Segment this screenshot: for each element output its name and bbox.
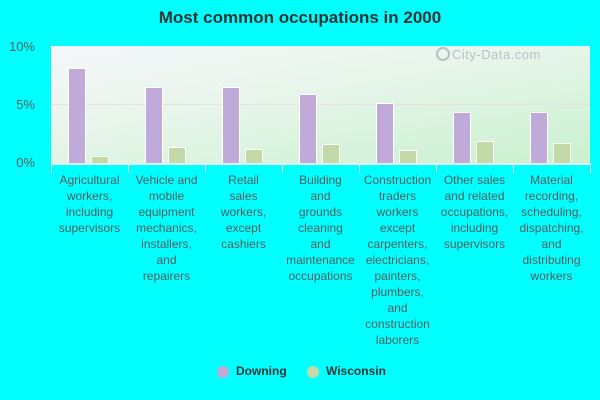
gridline-5 [51,104,590,105]
bar-downing-1[interactable] [145,86,163,163]
x-tick-divider [590,163,591,173]
x-label-2: Retail sales workers, except cashiers [220,173,267,251]
x-tick-divider [513,163,514,173]
watermark: City-Data.com [436,47,541,62]
x-label-1: Vehicle and mobile equipment mechanics, inst… [135,173,198,283]
y-tick-10: 10% [8,39,35,54]
chart-title: Most common occupations in 2000 [158,8,442,27]
y-tick-0: 0% [16,155,35,170]
plot-area: City-Data.com [51,46,590,163]
bar-wisconsin-6[interactable] [553,143,571,163]
bar-wisconsin-0[interactable] [91,155,109,163]
bar-downing-4[interactable] [376,103,394,163]
x-tick-divider [128,163,129,173]
x-tick-divider [282,163,283,173]
legend-label-downing: Downing [236,364,287,378]
x-tick-divider [51,163,52,173]
bar-downing-3[interactable] [299,93,317,163]
bar-downing-6[interactable] [530,111,548,163]
bar-downing-2[interactable] [222,86,240,163]
x-tick-divider [359,163,360,173]
bar-wisconsin-3[interactable] [322,144,340,163]
bar-wisconsin-5[interactable] [476,140,494,163]
x-tick-divider [205,163,206,173]
magnifier-icon [436,47,450,61]
x-label-4: Construction traders workers except carpente… [363,173,432,347]
x-tick-divider [436,163,437,173]
bar-downing-5[interactable] [453,111,471,163]
legend-dot-downing [217,366,229,378]
x-axis [51,163,590,165]
legend-label-wisconsin: Wisconsin [326,364,386,378]
legend-dot-wisconsin [307,366,319,378]
y-tick-5: 5% [16,97,35,112]
bar-wisconsin-4[interactable] [399,150,417,163]
bar-downing-0[interactable] [68,68,86,163]
bar-wisconsin-1[interactable] [168,146,186,163]
x-label-0: Agricultural workers, including supervisors [58,173,121,235]
x-label-3: Building and grounds cleaning and maintenance… [286,173,355,283]
x-label-6: Material recording, scheduling, dispatching… [519,173,584,283]
bar-wisconsin-2[interactable] [245,148,263,163]
x-label-5: Other sales and related occupations, includ… [440,173,509,251]
watermark-text: City-Data.com [452,47,541,62]
